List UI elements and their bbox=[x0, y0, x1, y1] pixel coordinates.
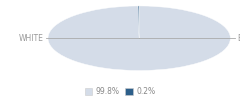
Wedge shape bbox=[48, 6, 230, 70]
Text: BLACK: BLACK bbox=[238, 34, 240, 43]
Legend: 99.8%, 0.2%: 99.8%, 0.2% bbox=[85, 87, 155, 96]
Wedge shape bbox=[138, 6, 139, 38]
Text: WHITE: WHITE bbox=[18, 34, 43, 43]
